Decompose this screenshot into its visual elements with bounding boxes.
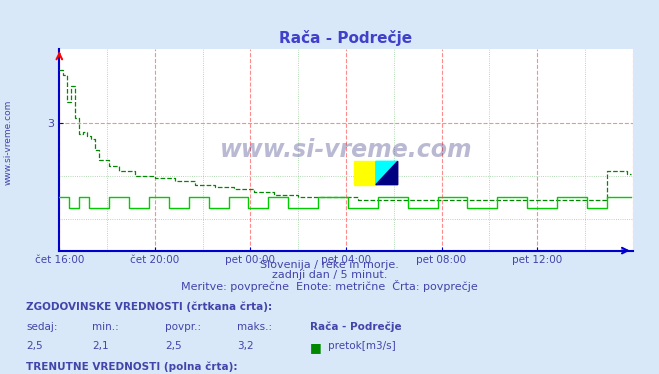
- Text: Slovenija / reke in morje.: Slovenija / reke in morje.: [260, 260, 399, 270]
- Text: pretok[m3/s]: pretok[m3/s]: [328, 341, 396, 351]
- Text: ■: ■: [310, 341, 322, 354]
- Text: min.:: min.:: [92, 322, 119, 332]
- Text: www.si-vreme.com: www.si-vreme.com: [3, 99, 13, 185]
- Text: ZGODOVINSKE VREDNOSTI (črtkana črta):: ZGODOVINSKE VREDNOSTI (črtkana črta):: [26, 301, 272, 312]
- Polygon shape: [376, 161, 398, 185]
- Title: Rača - Podrečje: Rača - Podrečje: [279, 30, 413, 46]
- Text: Rača - Podrečje: Rača - Podrečje: [310, 322, 401, 332]
- Text: zadnji dan / 5 minut.: zadnji dan / 5 minut.: [272, 270, 387, 280]
- Text: 2,1: 2,1: [92, 341, 109, 351]
- Text: 2,5: 2,5: [26, 341, 43, 351]
- Text: sedaj:: sedaj:: [26, 322, 58, 332]
- Text: TRENUTNE VREDNOSTI (polna črta):: TRENUTNE VREDNOSTI (polna črta):: [26, 362, 238, 372]
- Text: 3,2: 3,2: [237, 341, 254, 351]
- Text: Meritve: povprečne  Enote: metrične  Črta: povprečje: Meritve: povprečne Enote: metrične Črta:…: [181, 280, 478, 292]
- Text: 2,5: 2,5: [165, 341, 181, 351]
- Text: www.si-vreme.com: www.si-vreme.com: [219, 138, 473, 162]
- Text: povpr.:: povpr.:: [165, 322, 201, 332]
- Polygon shape: [354, 161, 376, 185]
- Text: maks.:: maks.:: [237, 322, 272, 332]
- Polygon shape: [376, 161, 398, 185]
